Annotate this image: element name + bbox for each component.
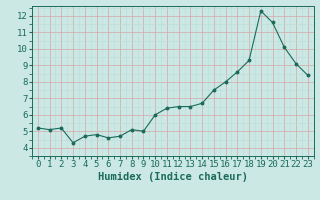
X-axis label: Humidex (Indice chaleur): Humidex (Indice chaleur) [98,172,248,182]
